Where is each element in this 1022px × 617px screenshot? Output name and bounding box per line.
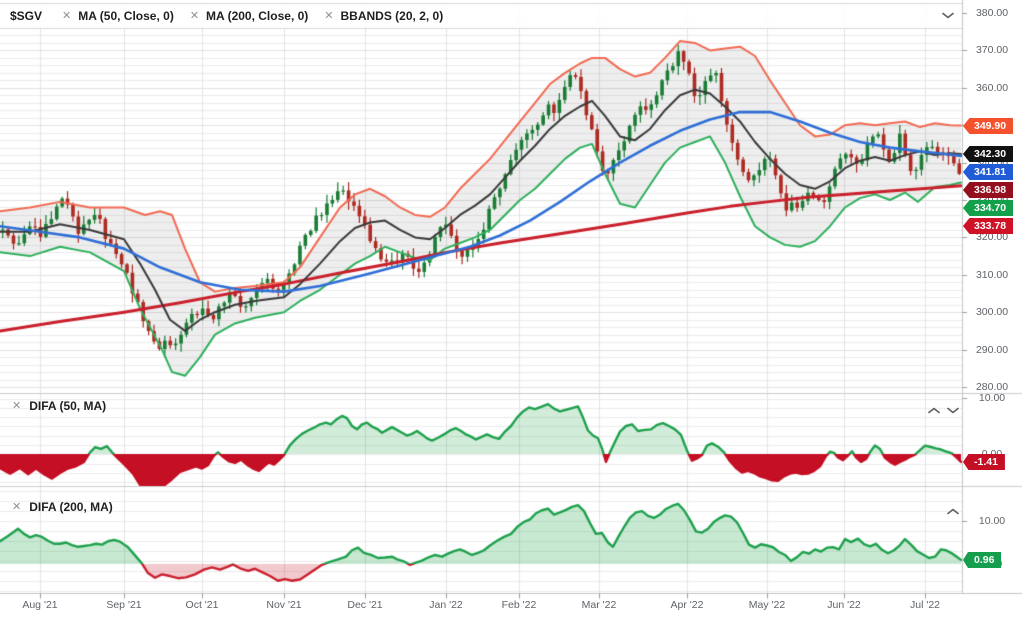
x-axis-label: Jul '22 bbox=[909, 599, 941, 611]
oscillator-badge: 0.96 bbox=[963, 552, 1002, 568]
main-chart-legend: $SGV ✕ MA (50, Close, 0) ✕ MA (200, Close, … bbox=[10, 4, 459, 28]
legend-indicator[interactable]: ✕ BBANDS (20, 2, 0) bbox=[324, 9, 443, 23]
panel-difa50-legend: ✕ DIFA (50, MA) bbox=[12, 399, 106, 413]
axis-label: 310.00 bbox=[975, 269, 1009, 281]
x-axis-label: Mar '22 bbox=[581, 599, 617, 611]
oscillator-badge: -1.41 bbox=[963, 454, 1005, 470]
chevron-down-icon[interactable] bbox=[945, 404, 961, 416]
x-axis-label: Nov '21 bbox=[266, 599, 302, 611]
remove-indicator-icon[interactable]: ✕ bbox=[189, 9, 200, 22]
axis-label: 290.00 bbox=[975, 344, 1009, 356]
price-badge: 342.30 bbox=[963, 146, 1014, 162]
x-axis-label: Jan '22 bbox=[429, 599, 463, 611]
axis-label: 370.00 bbox=[975, 44, 1009, 56]
chevron-down-icon[interactable] bbox=[940, 9, 956, 21]
x-axis-label: Feb '22 bbox=[501, 599, 537, 611]
axis-label: 10.00 bbox=[978, 392, 1006, 404]
panel-difa200-legend: ✕ DIFA (200, MA) bbox=[12, 500, 113, 514]
close-icon[interactable]: ✕ bbox=[12, 500, 22, 513]
symbol-label[interactable]: $SGV bbox=[10, 9, 43, 23]
axis-label: 300.00 bbox=[975, 306, 1009, 318]
chevron-up-icon[interactable] bbox=[945, 505, 961, 517]
legend-indicator[interactable]: ✕ MA (50, Close, 0) bbox=[62, 9, 174, 23]
x-axis-label: Oct '21 bbox=[185, 599, 219, 611]
price-badge: 341.81 bbox=[963, 164, 1014, 180]
price-badge: 336.98 bbox=[963, 182, 1014, 198]
close-icon[interactable]: ✕ bbox=[12, 399, 22, 412]
remove-indicator-icon[interactable]: ✕ bbox=[324, 9, 334, 22]
axis-label: 360.00 bbox=[975, 82, 1009, 94]
axis-label: 380.00 bbox=[975, 7, 1009, 19]
x-axis-label: Dec '21 bbox=[347, 599, 383, 611]
indicator-label: MA (50, Close, 0) bbox=[78, 9, 174, 23]
x-axis-label: Apr '22 bbox=[670, 599, 704, 611]
indicator-legend-list: ✕ MA (50, Close, 0) ✕ MA (200, Close, 0) ✕ BB… bbox=[62, 9, 459, 23]
panel-difa50-label[interactable]: DIFA (50, MA) bbox=[29, 399, 107, 413]
indicator-label: MA (200, Close, 0) bbox=[206, 9, 309, 23]
axis-label: 10.00 bbox=[978, 515, 1006, 527]
indicator-label: BBANDS (20, 2, 0) bbox=[340, 9, 444, 23]
axis-label: 280.00 bbox=[975, 381, 1009, 393]
x-axis-label: Jun '22 bbox=[827, 599, 861, 611]
x-axis-label: May '22 bbox=[748, 599, 786, 611]
chevron-up-icon[interactable] bbox=[926, 404, 942, 416]
price-badge: 334.70 bbox=[963, 200, 1014, 216]
remove-indicator-icon[interactable]: ✕ bbox=[62, 9, 72, 22]
axis-label: 320.00 bbox=[975, 231, 1009, 243]
price-badge: 349.90 bbox=[963, 118, 1014, 134]
panel-difa200-label[interactable]: DIFA (200, MA) bbox=[29, 500, 113, 514]
x-axis-label: Aug '21 bbox=[22, 599, 58, 611]
price-badge: 333.78 bbox=[963, 218, 1014, 234]
x-axis-label: Sep '21 bbox=[106, 599, 142, 611]
legend-indicator[interactable]: ✕ MA (200, Close, 0) bbox=[190, 9, 308, 23]
